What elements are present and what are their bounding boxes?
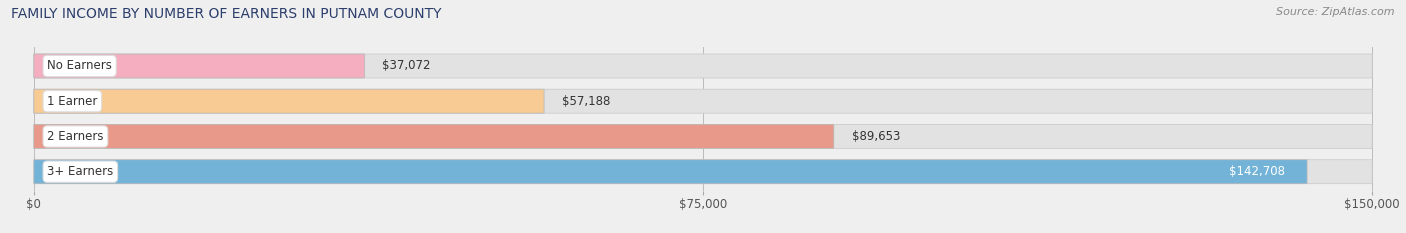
Text: $142,708: $142,708	[1229, 165, 1285, 178]
Bar	[34, 89, 544, 113]
Bar	[34, 124, 834, 148]
Bar	[34, 54, 1372, 78]
Bar	[34, 160, 1372, 184]
Text: 2 Earners: 2 Earners	[48, 130, 104, 143]
Bar	[34, 89, 1372, 113]
Text: FAMILY INCOME BY NUMBER OF EARNERS IN PUTNAM COUNTY: FAMILY INCOME BY NUMBER OF EARNERS IN PU…	[11, 7, 441, 21]
Bar	[34, 124, 1372, 148]
Text: $57,188: $57,188	[562, 95, 610, 108]
Text: 3+ Earners: 3+ Earners	[48, 165, 114, 178]
Bar	[34, 160, 1308, 184]
Text: 1 Earner: 1 Earner	[48, 95, 97, 108]
Text: $89,653: $89,653	[852, 130, 900, 143]
Bar	[34, 54, 364, 78]
Text: No Earners: No Earners	[48, 59, 112, 72]
Text: $37,072: $37,072	[382, 59, 430, 72]
Text: Source: ZipAtlas.com: Source: ZipAtlas.com	[1277, 7, 1395, 17]
